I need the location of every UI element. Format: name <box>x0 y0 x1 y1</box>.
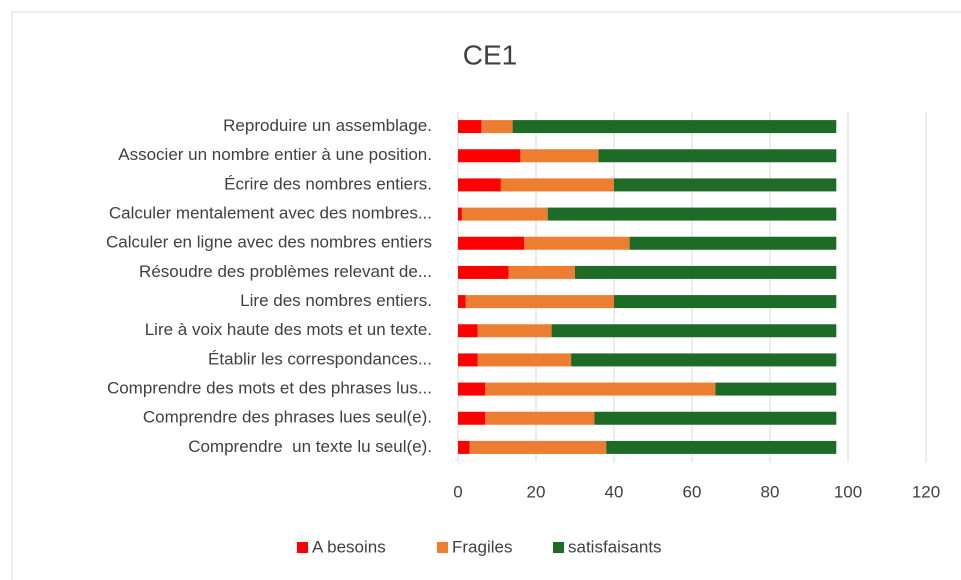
bar-segment <box>614 178 837 192</box>
bar-segment <box>512 120 837 134</box>
y-tick-label: Comprendre un texte lu seul(e). <box>188 437 432 456</box>
bar-segment <box>481 120 513 134</box>
bar-segment <box>458 265 509 279</box>
bar-segment <box>571 353 837 367</box>
bar-segment <box>594 411 837 425</box>
bar-segment <box>458 382 486 396</box>
x-tick-label: 20 <box>527 482 546 501</box>
y-tick-label: Comprendre des mots et des phrases lus..… <box>107 379 432 398</box>
bar-segment <box>458 149 521 163</box>
bar-segment <box>485 411 595 425</box>
y-tick-label: Comprendre des phrases lues seul(e). <box>143 408 432 427</box>
legend-label: A besoins <box>312 537 386 556</box>
bar-segment <box>458 295 466 309</box>
bar-segment <box>458 353 478 367</box>
x-tick-label: 60 <box>683 482 702 501</box>
legend-label: Fragiles <box>452 537 512 556</box>
bar-segment <box>458 120 482 134</box>
y-tick-label: Calculer en ligne avec des nombres entie… <box>106 233 432 252</box>
bar-segment <box>458 236 525 250</box>
x-tick-label: 120 <box>912 482 940 501</box>
bar-segment <box>500 178 614 192</box>
bar-segment <box>458 324 478 338</box>
bar-segment <box>477 353 572 367</box>
y-tick-label: Résoudre des problèmes relevant de... <box>139 262 432 281</box>
x-tick-label: 0 <box>453 482 462 501</box>
bar-segment <box>469 440 607 454</box>
y-tick-label: Lire à voix haute des mots et un texte. <box>145 320 432 339</box>
bar-segment <box>606 440 837 454</box>
y-tick-label: Établir les correspondances... <box>208 349 432 368</box>
bar-segment <box>465 295 614 309</box>
bar-segment <box>508 265 575 279</box>
bar-segment <box>458 440 470 454</box>
bar-segment <box>551 324 837 338</box>
legend-swatch <box>437 542 448 553</box>
bar-segment <box>715 382 837 396</box>
bar-segment <box>629 236 837 250</box>
bar-segment <box>575 265 837 279</box>
bar-segment <box>485 382 716 396</box>
bar-segment <box>458 207 462 221</box>
legend-swatch <box>297 542 308 553</box>
y-tick-label: Lire des nombres entiers. <box>240 291 432 310</box>
bar-segment <box>458 178 501 192</box>
x-tick-label: 80 <box>761 482 780 501</box>
legend-label: satisfaisants <box>568 537 662 556</box>
bar-segment <box>524 236 630 250</box>
y-tick-label: Calculer mentalement avec des nombres... <box>109 204 432 223</box>
bar-segment <box>477 324 552 338</box>
bar-segment <box>520 149 599 163</box>
y-tick-label: Associer un nombre entier à une position… <box>118 145 432 164</box>
bar-segment <box>458 411 486 425</box>
x-tick-label: 40 <box>605 482 624 501</box>
y-tick-label: Écrire des nombres entiers. <box>224 174 432 193</box>
x-tick-label: 100 <box>834 482 862 501</box>
legend-swatch <box>553 542 564 553</box>
y-tick-label: Reproduire un assemblage. <box>223 116 432 135</box>
chart-title: CE1 <box>463 39 517 70</box>
bar-segment <box>547 207 837 221</box>
bar-segment <box>598 149 837 163</box>
bar-segment <box>461 207 548 221</box>
bar-segment <box>614 295 837 309</box>
